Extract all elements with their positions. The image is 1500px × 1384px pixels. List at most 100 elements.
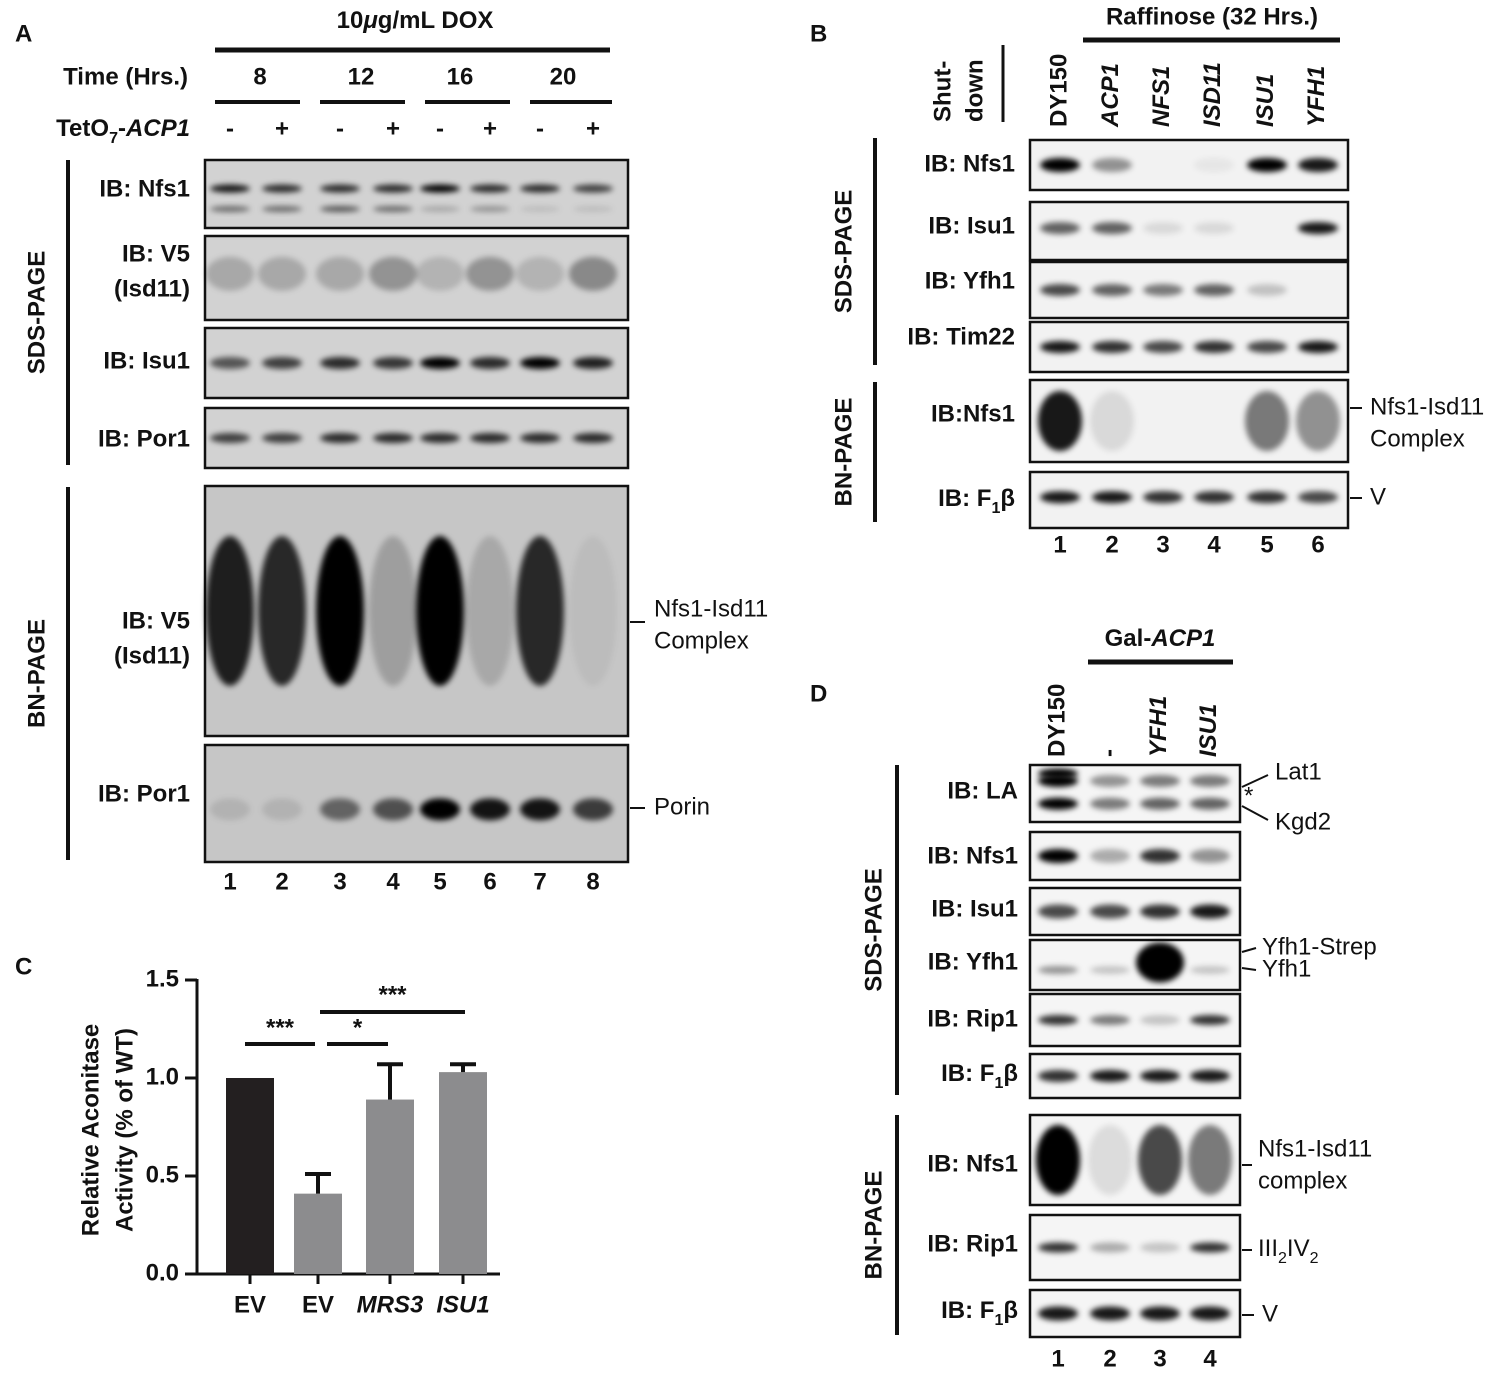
band	[1140, 1242, 1180, 1253]
band	[373, 433, 413, 443]
band	[373, 357, 413, 369]
band	[1194, 158, 1234, 172]
sign: -	[336, 115, 344, 142]
lane-number: 1	[223, 868, 236, 895]
blot	[1028, 260, 1350, 320]
italic-text: ISU1	[1252, 74, 1279, 127]
band	[1140, 797, 1180, 810]
time: 8	[253, 63, 266, 90]
band	[1298, 341, 1338, 353]
text-part: III	[1258, 1235, 1278, 1262]
band	[210, 357, 250, 369]
band	[316, 536, 364, 686]
blot-label: (Isd11)	[114, 275, 190, 302]
band	[420, 357, 460, 369]
sign: +	[586, 115, 600, 142]
band	[262, 205, 302, 212]
sign: -	[226, 115, 234, 142]
band	[1140, 849, 1180, 863]
band	[262, 357, 302, 369]
blot-label: IB: Por1	[98, 425, 190, 452]
significance: *	[353, 1014, 363, 1041]
band	[373, 798, 413, 821]
band	[573, 205, 613, 212]
lane-number: 6	[483, 868, 496, 895]
lane-number: 5	[433, 868, 446, 895]
band	[1038, 797, 1078, 810]
band	[1092, 158, 1132, 172]
band	[1090, 797, 1130, 810]
blot-label: IB: Rip1	[927, 1005, 1018, 1032]
column-header: -	[1095, 749, 1122, 757]
band	[1140, 774, 1180, 787]
panel-letter: A	[15, 20, 32, 47]
subscript: 1	[994, 1075, 1003, 1092]
band	[470, 357, 510, 369]
column-header: NFS1	[1148, 66, 1175, 127]
band	[1190, 849, 1230, 863]
band	[1038, 391, 1082, 451]
band	[1143, 341, 1183, 353]
x-tick-label: ISU1	[436, 1291, 489, 1318]
band	[1088, 1125, 1132, 1195]
annotation: Nfs1-Isd11	[654, 595, 768, 622]
time: 12	[348, 63, 375, 90]
band	[516, 256, 564, 291]
blot	[1028, 320, 1350, 374]
rule	[1241, 805, 1269, 821]
panel-letter: B	[810, 20, 827, 47]
annotation: Yfh1-Strep	[1262, 933, 1377, 960]
significance: ***	[378, 981, 407, 1008]
gel-label: BN-PAGE	[830, 398, 857, 507]
lane-number: 4	[1203, 1345, 1217, 1372]
blot-label: IB: LA	[947, 777, 1018, 804]
band	[520, 205, 560, 212]
band	[1298, 491, 1338, 504]
italic-text: ACP1	[1150, 625, 1215, 652]
lane-number: 2	[1103, 1345, 1116, 1372]
blot	[1028, 138, 1350, 192]
blot-label: IB: F1β	[941, 1297, 1018, 1328]
bar	[366, 1099, 414, 1274]
rule	[1241, 774, 1269, 788]
x-tick-label: MRS3	[357, 1291, 424, 1318]
x-tick-label: EV	[234, 1291, 266, 1318]
x-tick-label: EV	[302, 1291, 334, 1318]
blot-label: (Isd11)	[114, 642, 190, 669]
gel-label: SDS-PAGE	[830, 190, 857, 314]
gel-label: BN-PAGE	[23, 619, 50, 728]
significance: ***	[266, 1014, 295, 1041]
sign: +	[386, 115, 400, 142]
italic-text: ISU1	[1195, 704, 1222, 757]
annotation: Nfs1-Isd11	[1370, 393, 1484, 420]
band	[1090, 1070, 1130, 1082]
band	[573, 357, 613, 369]
band	[1194, 222, 1234, 235]
band	[1040, 158, 1080, 172]
band	[520, 433, 560, 443]
band	[1038, 1070, 1078, 1082]
band	[1138, 1125, 1182, 1195]
italic-text: ISD11	[1199, 62, 1226, 127]
time: 20	[550, 63, 577, 90]
blot-label: IB: V5	[122, 607, 190, 634]
text-part: IB: F	[938, 485, 991, 512]
lane-number: 3	[1156, 531, 1169, 558]
italic-text: μ	[362, 7, 378, 34]
band	[1247, 491, 1287, 504]
blot-label: IB: Nfs1	[99, 175, 190, 202]
condition: Gal-ACP1	[1105, 625, 1216, 652]
rule	[1241, 967, 1257, 971]
y-axis-label: Activity (% of WT)	[111, 1028, 138, 1232]
band	[1245, 391, 1289, 451]
band	[420, 205, 460, 212]
band	[416, 536, 464, 686]
band	[1092, 341, 1132, 353]
band	[573, 433, 613, 443]
band	[373, 205, 413, 212]
band	[466, 256, 514, 291]
time-label: Time (Hrs.)	[63, 63, 188, 90]
band	[470, 798, 510, 821]
band	[466, 536, 514, 686]
text-part: IB: F	[941, 1297, 994, 1324]
